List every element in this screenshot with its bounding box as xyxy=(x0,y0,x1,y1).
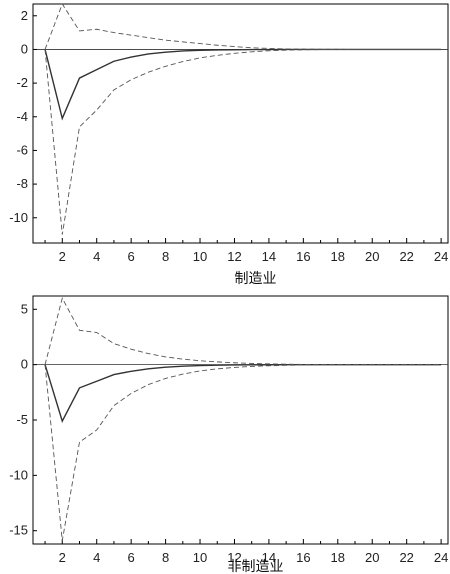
manufacturing-x-tick-label: 14 xyxy=(262,249,276,264)
manufacturing-plot-frame xyxy=(32,3,449,244)
manufacturing-x-tick-label: 8 xyxy=(162,249,169,264)
non-manufacturing-impulse-response-line xyxy=(44,363,442,423)
non-manufacturing-lower-confidence-band xyxy=(44,364,442,541)
manufacturing-x-tick-label: 24 xyxy=(434,249,448,264)
manufacturing-y-tick-label: -6 xyxy=(16,142,28,157)
manufacturing-lower-confidence-band xyxy=(44,48,442,235)
non-manufacturing-x-tick-label: 14 xyxy=(262,550,276,565)
manufacturing-x-tick-label: 6 xyxy=(128,249,135,264)
non-manufacturing-y-tick-label: 0 xyxy=(21,357,28,372)
non-manufacturing-x-tick-label: 12 xyxy=(227,550,241,565)
non-manufacturing-x-tick-label: 6 xyxy=(128,550,135,565)
manufacturing-x-tick-label: 4 xyxy=(93,249,100,264)
manufacturing-x-tick-label: 10 xyxy=(193,249,207,264)
manufacturing-x-tick-label: 16 xyxy=(296,249,310,264)
non-manufacturing-x-tick-label: 10 xyxy=(193,550,207,565)
manufacturing-y-tick-label: 0 xyxy=(21,41,28,56)
non-manufacturing-panel-label: 非制造业 xyxy=(228,559,284,574)
non-manufacturing-upper-confidence-band xyxy=(44,296,442,366)
non-manufacturing-x-tick-label: 22 xyxy=(399,550,413,565)
non-manufacturing-x-tick-label: 8 xyxy=(162,550,169,565)
manufacturing-x-tick-label: 12 xyxy=(227,249,241,264)
non-manufacturing-x-tick-label: 20 xyxy=(365,550,379,565)
non-manufacturing-x-tick-label: 24 xyxy=(434,550,448,565)
manufacturing-x-tick-label: 20 xyxy=(365,249,379,264)
manufacturing-upper-confidence-band xyxy=(44,3,442,50)
manufacturing-y-tick-label: -4 xyxy=(16,109,28,124)
non-manufacturing-y-tick-label: 5 xyxy=(21,301,28,316)
non-manufacturing-x-tick-label: 2 xyxy=(59,550,66,565)
manufacturing-y-tick-label: 2 xyxy=(21,8,28,23)
non-manufacturing-y-tick-label: -5 xyxy=(16,412,28,427)
manufacturing-y-tick-label: -10 xyxy=(9,210,28,225)
manufacturing-y-tick-label: -2 xyxy=(16,75,28,90)
manufacturing-x-tick-label: 2 xyxy=(59,249,66,264)
non-manufacturing-plot-frame xyxy=(32,295,449,545)
non-manufacturing-x-tick-label: 4 xyxy=(93,550,100,565)
manufacturing-x-tick-label: 18 xyxy=(331,249,345,264)
manufacturing-y-tick-label: -8 xyxy=(16,176,28,191)
non-manufacturing-x-tick-label: 18 xyxy=(331,550,345,565)
non-manufacturing-y-tick-label: -10 xyxy=(9,467,28,482)
non-manufacturing-x-tick-label: 16 xyxy=(296,550,310,565)
manufacturing-x-tick-label: 22 xyxy=(399,249,413,264)
manufacturing-impulse-response-line xyxy=(44,48,442,121)
manufacturing-panel-label: 制造业 xyxy=(235,271,277,287)
non-manufacturing-y-tick-label: -15 xyxy=(9,523,28,538)
